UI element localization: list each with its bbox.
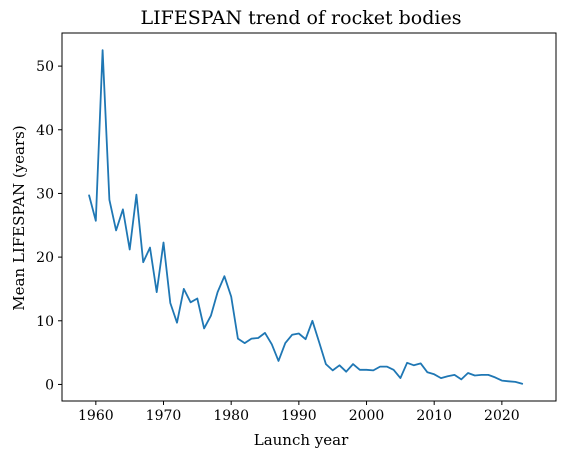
y-tick-label: 10 (36, 314, 54, 330)
plot-area (61, 32, 557, 402)
x-tick-label: 2020 (484, 408, 520, 424)
x-axis: 1960 1970 1980 1990 2000 2010 2020 (78, 401, 520, 424)
y-axis-label: Mean LIFESPAN (years) (10, 125, 28, 310)
series-line-0 (88, 49, 524, 385)
y-tick-label: 40 (36, 123, 54, 139)
x-tick-label: 2000 (349, 408, 385, 424)
x-tick-label: 1980 (213, 408, 249, 424)
y-tick-label: 0 (45, 377, 54, 393)
plot-frame (61, 32, 557, 402)
y-tick-label: 20 (36, 250, 54, 266)
y-axis: 0 10 20 30 40 50 (36, 59, 62, 393)
y-tick-label: 30 (36, 186, 54, 202)
x-tick-label: 1960 (78, 408, 114, 424)
y-tick-label: 50 (36, 59, 54, 75)
x-tick-label: 1990 (281, 408, 317, 424)
x-axis-label: Launch year (254, 431, 349, 449)
x-tick-label: 2010 (416, 408, 452, 424)
x-tick-label: 1970 (146, 408, 182, 424)
chart-title: LIFESPAN trend of rocket bodies (141, 7, 462, 29)
